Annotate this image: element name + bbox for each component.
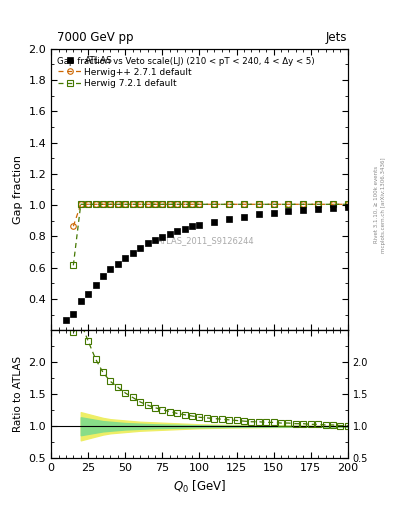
ATLAS	[108, 266, 113, 272]
Herwig 7.2.1 default	[86, 201, 90, 207]
X-axis label: $Q_0$ [GeV]: $Q_0$ [GeV]	[173, 479, 226, 495]
Herwig++ 2.7.1 default	[116, 201, 120, 207]
Herwig++ 2.7.1 default	[93, 201, 98, 207]
Herwig 7.2.1 default	[175, 201, 180, 207]
Herwig++ 2.7.1 default	[86, 201, 90, 207]
ATLAS	[116, 261, 120, 267]
ATLAS	[160, 234, 165, 240]
ATLAS	[93, 282, 98, 288]
Herwig++ 2.7.1 default	[160, 201, 165, 207]
Herwig 7.2.1 default	[301, 201, 306, 207]
ATLAS	[167, 231, 172, 237]
Herwig++ 2.7.1 default	[175, 201, 180, 207]
Herwig++ 2.7.1 default	[257, 201, 261, 207]
Text: Gap fraction vs Veto scale(LJ) (210 < pT < 240, 4 < Δy < 5): Gap fraction vs Veto scale(LJ) (210 < pT…	[57, 57, 315, 66]
Herwig++ 2.7.1 default	[212, 201, 217, 207]
ATLAS	[71, 311, 76, 317]
ATLAS	[286, 208, 291, 215]
ATLAS	[64, 317, 68, 323]
ATLAS	[145, 240, 150, 246]
Text: mcplots.cern.ch [arXiv:1306.3436]: mcplots.cern.ch [arXiv:1306.3436]	[381, 157, 386, 252]
Herwig++ 2.7.1 default	[152, 201, 157, 207]
Herwig++ 2.7.1 default	[227, 201, 231, 207]
Y-axis label: Ratio to ATLAS: Ratio to ATLAS	[13, 356, 23, 432]
Herwig 7.2.1 default	[242, 201, 246, 207]
Herwig++ 2.7.1 default	[345, 201, 350, 207]
Herwig++ 2.7.1 default	[190, 201, 195, 207]
Herwig 7.2.1 default	[167, 201, 172, 207]
ATLAS	[345, 204, 350, 210]
Line: Herwig 7.2.1 default: Herwig 7.2.1 default	[71, 202, 351, 268]
Herwig++ 2.7.1 default	[242, 201, 246, 207]
Herwig 7.2.1 default	[145, 201, 150, 207]
Text: 7000 GeV pp: 7000 GeV pp	[57, 31, 134, 44]
Text: Jets: Jets	[325, 31, 347, 44]
ATLAS	[316, 206, 321, 212]
ATLAS	[301, 207, 306, 213]
Herwig 7.2.1 default	[101, 201, 105, 207]
ATLAS	[123, 255, 128, 261]
Herwig 7.2.1 default	[190, 201, 195, 207]
ATLAS	[138, 245, 143, 251]
Herwig 7.2.1 default	[271, 201, 276, 207]
Herwig++ 2.7.1 default	[331, 201, 335, 207]
Herwig 7.2.1 default	[71, 262, 76, 268]
Herwig++ 2.7.1 default	[130, 201, 135, 207]
Herwig++ 2.7.1 default	[101, 201, 105, 207]
Herwig 7.2.1 default	[212, 201, 217, 207]
Herwig 7.2.1 default	[331, 201, 335, 207]
Herwig++ 2.7.1 default	[182, 201, 187, 207]
Herwig++ 2.7.1 default	[108, 201, 113, 207]
ATLAS	[101, 273, 105, 280]
Herwig++ 2.7.1 default	[316, 201, 321, 207]
Herwig++ 2.7.1 default	[145, 201, 150, 207]
ATLAS	[175, 228, 180, 234]
Herwig 7.2.1 default	[286, 201, 291, 207]
Herwig 7.2.1 default	[130, 201, 135, 207]
ATLAS	[197, 222, 202, 228]
Herwig++ 2.7.1 default	[123, 201, 128, 207]
Herwig++ 2.7.1 default	[71, 223, 76, 229]
Herwig 7.2.1 default	[257, 201, 261, 207]
Herwig 7.2.1 default	[197, 201, 202, 207]
ATLAS	[271, 210, 276, 216]
ATLAS	[190, 223, 195, 229]
ATLAS	[242, 214, 246, 220]
ATLAS	[130, 250, 135, 256]
Herwig 7.2.1 default	[138, 201, 143, 207]
Herwig++ 2.7.1 default	[197, 201, 202, 207]
ATLAS	[212, 219, 217, 225]
Herwig 7.2.1 default	[160, 201, 165, 207]
Legend: ATLAS, Herwig++ 2.7.1 default, Herwig 7.2.1 default: ATLAS, Herwig++ 2.7.1 default, Herwig 7.…	[55, 53, 195, 91]
Herwig++ 2.7.1 default	[79, 201, 83, 207]
Herwig 7.2.1 default	[345, 201, 350, 207]
ATLAS	[227, 216, 231, 222]
Text: Rivet 3.1.10, ≥ 100k events: Rivet 3.1.10, ≥ 100k events	[374, 166, 379, 243]
Y-axis label: Gap fraction: Gap fraction	[13, 155, 23, 224]
Herwig 7.2.1 default	[79, 201, 83, 207]
Herwig 7.2.1 default	[227, 201, 231, 207]
Line: Herwig++ 2.7.1 default: Herwig++ 2.7.1 default	[71, 202, 351, 229]
ATLAS	[331, 205, 335, 211]
ATLAS	[257, 211, 261, 218]
Herwig++ 2.7.1 default	[138, 201, 143, 207]
Herwig++ 2.7.1 default	[167, 201, 172, 207]
Herwig 7.2.1 default	[152, 201, 157, 207]
Text: ATLAS_2011_S9126244: ATLAS_2011_S9126244	[156, 236, 254, 245]
Herwig 7.2.1 default	[123, 201, 128, 207]
Herwig++ 2.7.1 default	[301, 201, 306, 207]
ATLAS	[86, 291, 90, 297]
ATLAS	[79, 298, 83, 304]
Herwig++ 2.7.1 default	[271, 201, 276, 207]
Herwig 7.2.1 default	[93, 201, 98, 207]
ATLAS	[182, 225, 187, 231]
ATLAS	[152, 237, 157, 243]
Herwig 7.2.1 default	[116, 201, 120, 207]
Herwig 7.2.1 default	[182, 201, 187, 207]
Herwig++ 2.7.1 default	[286, 201, 291, 207]
Line: ATLAS: ATLAS	[63, 204, 351, 323]
Herwig 7.2.1 default	[108, 201, 113, 207]
Herwig 7.2.1 default	[316, 201, 321, 207]
